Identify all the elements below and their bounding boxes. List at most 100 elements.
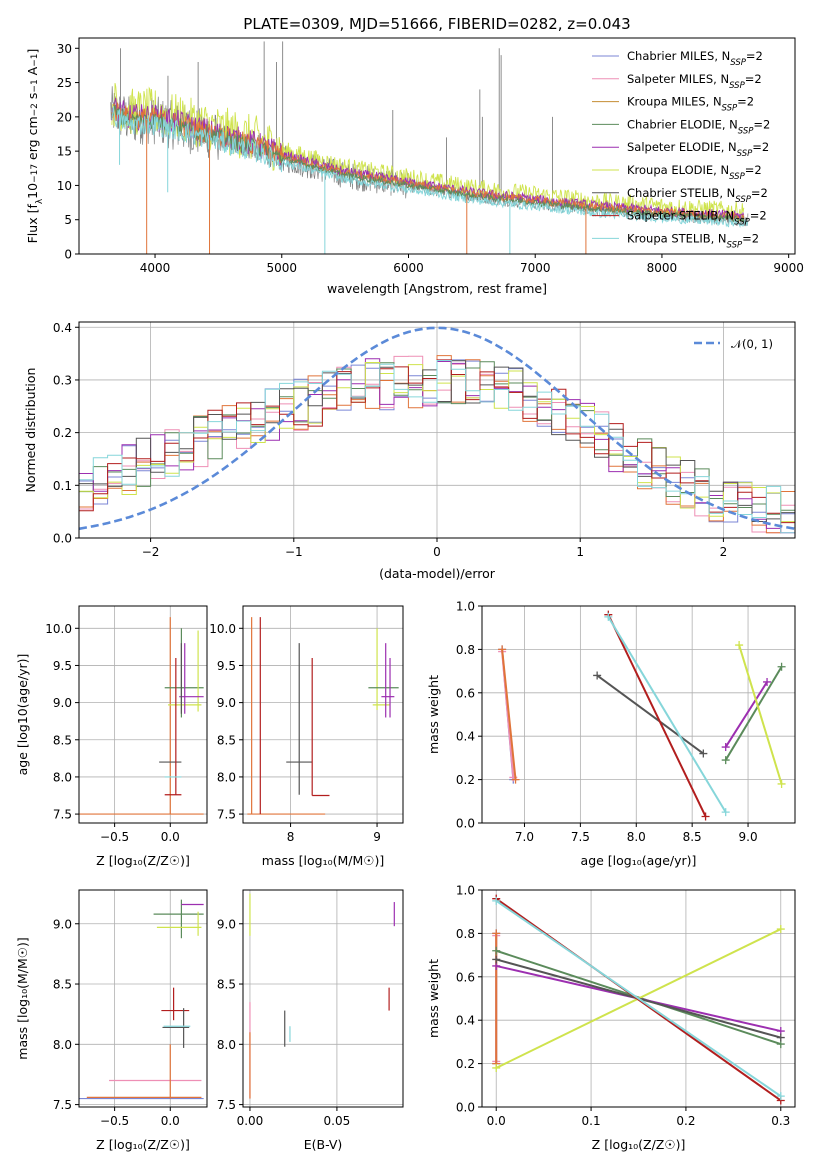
- age_vs_mass-ytick-label: 9.5: [217, 659, 236, 673]
- age_vs_Z-ytick-label: 7.5: [53, 808, 72, 822]
- series-marker: [492, 1063, 501, 1072]
- residuals-xtick-label: −2: [142, 545, 160, 559]
- spectrum-xtick-label: 9000: [773, 261, 804, 275]
- mass_vs_Z-ytick-label: 9.0: [53, 917, 72, 931]
- residuals-ytick-label: 0.4: [53, 321, 72, 335]
- normal-curve: [78, 326, 796, 531]
- weight_vs_Z-xtick-label: 0.3: [771, 1114, 790, 1128]
- weight_vs_age-xtick-label: 8.0: [627, 830, 646, 844]
- series-marker: [721, 743, 730, 752]
- weight_vs_age-ylabel: mass weight: [426, 675, 441, 754]
- age_vs_Z-ytick-label: 8.0: [53, 770, 72, 784]
- weight_vs_Z-ylabel: mass weight: [426, 959, 441, 1038]
- series-line: [607, 614, 707, 817]
- spectrum-plot-area: [110, 41, 749, 254]
- spectrum-ytick-label: 25: [57, 76, 72, 90]
- weight_vs_age-ytick-label: 0.4: [456, 730, 475, 744]
- residuals-axes: −2 −1 0 1 2 0.0 0.1 0.2 0.3 0.4 𝒩(0, 1): [53, 321, 796, 559]
- residuals-ylabel: Normed distribution: [23, 368, 38, 493]
- mass_vs_Z-background: [79, 890, 207, 1107]
- mass_vs_Z-ytick-label: 8.0: [53, 1038, 72, 1052]
- mass_vs_Z-axes: −0.5 0.0 7.5 8.0 8.5 9.0: [53, 889, 208, 1128]
- residuals-ytick-label: 0.2: [53, 426, 72, 440]
- spectrum-frame: [78, 37, 796, 255]
- mass_vs_ebv-background: [243, 890, 403, 1107]
- weight_vs_Z-ytick-label: 0.2: [456, 1057, 475, 1071]
- spectrum-xtick-label: 6000: [393, 261, 424, 275]
- age_vs_Z-ytick-label: 9.0: [53, 696, 72, 710]
- weight_vs_age-xtick-label: 7.5: [571, 830, 590, 844]
- age_vs_Z-xlabel: Z [log₁₀(Z/Z☉)]: [96, 853, 190, 868]
- spectrum-xtick-label: 8000: [647, 261, 678, 275]
- weight_vs_Z-xlabel: Z [log₁₀(Z/Z☉)]: [592, 1137, 686, 1152]
- mass_vs_ebv-ytick-label: 9.0: [217, 917, 236, 931]
- mass_vs_Z-xtick-label: −0.5: [100, 1114, 129, 1128]
- mass_vs_ebv-ytick-label: 8.0: [217, 1038, 236, 1052]
- age_vs_Z-ytick-label: 8.5: [53, 733, 72, 747]
- age_vs_Z-xtick-label: 0.0: [161, 830, 180, 844]
- spectrum-xtick-label: 4000: [140, 261, 171, 275]
- weight_vs_age-ytick-label: 0.0: [456, 817, 475, 831]
- spectrum-ytick-label: 0: [64, 248, 72, 262]
- weight_vs_age-plot-area: [498, 610, 786, 821]
- series-marker: [735, 641, 744, 650]
- residuals-xtick-label: 1: [576, 545, 584, 559]
- weight_vs_Z-ytick-label: 0.4: [456, 1014, 475, 1028]
- age_vs_Z-ylabel: age [log10(age/yr)]: [15, 654, 30, 776]
- age_vs_Z-ytick-label: 10.0: [45, 622, 72, 636]
- weight_vs_age-ytick-label: 0.8: [456, 643, 475, 657]
- age_vs_mass-xtick-label: 9: [373, 830, 381, 844]
- weight_vs_age-panel: 7.0 7.5 8.0 8.5 9.0 0.0 0.2 0.4 0.6 0.8 1.0: [456, 600, 796, 844]
- series-line: [738, 644, 783, 785]
- weight_vs_age-xlabel: age [log₁₀(age/yr)]: [581, 853, 697, 868]
- series-marker: [699, 749, 708, 758]
- series-marker: [721, 808, 730, 817]
- figure-title: PLATE=0309, MJD=51666, FIBERID=0282, z=0…: [243, 15, 630, 33]
- weight_vs_Z-ytick-label: 0.0: [456, 1101, 475, 1115]
- age_vs_Z-background: [79, 606, 207, 823]
- series-marker: [777, 662, 786, 671]
- weight_vs_Z-frame: [481, 889, 796, 1108]
- mass_vs_Z-xlabel: Z [log₁₀(Z/Z☉)]: [96, 1137, 190, 1152]
- age_vs_mass-axes: 8 9 7.5 8.0 8.5 9.0 9.5 10.0: [209, 605, 404, 844]
- legend-entry: 𝒩(0, 1): [731, 337, 773, 351]
- series-marker: [593, 671, 602, 680]
- weight_vs_Z-xtick-label: 0.2: [676, 1114, 695, 1128]
- weight_vs_Z-xtick-label: 0.1: [582, 1114, 601, 1128]
- mass_vs_ebv-xtick-label: 0.00: [237, 1114, 264, 1128]
- spectrum-ytick-label: 15: [57, 145, 72, 159]
- weight_vs_Z-axes: 0.0 0.1 0.2 0.3 0.0 0.2 0.4 0.6 0.8 1.0: [456, 884, 796, 1128]
- age_vs_mass-background: [243, 606, 403, 823]
- mass_vs_ebv-ytick-label: 7.5: [217, 1098, 236, 1112]
- weight_vs_Z-panel: 0.0 0.1 0.2 0.3 0.0 0.2 0.4 0.6 0.8 1.0: [456, 884, 796, 1128]
- age_vs_mass-panel: 8 9 7.5 8.0 8.5 9.0 9.5 10.0: [209, 605, 404, 844]
- series-marker: [498, 645, 507, 654]
- spectrum-ytick-label: 20: [57, 110, 72, 124]
- age_vs_mass-xlabel: mass [log₁₀(M/M☉)]: [262, 853, 384, 868]
- mass_vs_ebv-plot-area: [249, 893, 395, 1099]
- spectrum-xtick-label: 7000: [520, 261, 551, 275]
- series-marker: [492, 896, 501, 905]
- mass_vs_Z-ytick-label: 8.5: [53, 978, 72, 992]
- weight_vs_Z-ytick-label: 1.0: [456, 884, 475, 898]
- residuals-legend: 𝒩(0, 1): [694, 337, 773, 351]
- age_vs_mass-ytick-label: 8.0: [217, 770, 236, 784]
- weight_vs_age-ytick-label: 1.0: [456, 600, 475, 614]
- residual-histogram: [79, 360, 795, 534]
- residuals-ytick-label: 0.1: [53, 479, 72, 493]
- weight_vs_Z-ytick-label: 0.6: [456, 970, 475, 984]
- spectrum-panel: 4000 5000 6000 7000 8000 9000051015202530Chab…: [57, 37, 804, 275]
- age_vs_Z-frame: [78, 605, 208, 824]
- age_vs_mass-plot-area: [247, 617, 399, 815]
- residuals-xtick-label: −1: [285, 545, 303, 559]
- age_vs_Z-xtick-label: −0.5: [100, 830, 129, 844]
- spectrum-ytick-label: 10: [57, 179, 72, 193]
- residuals-xlabel: (data-model)/error: [379, 566, 496, 581]
- residuals-plot-area: [78, 326, 796, 534]
- series-marker: [492, 955, 501, 964]
- series-marker: [763, 677, 772, 686]
- series-line: [724, 681, 768, 748]
- model-spectrum: [111, 83, 745, 221]
